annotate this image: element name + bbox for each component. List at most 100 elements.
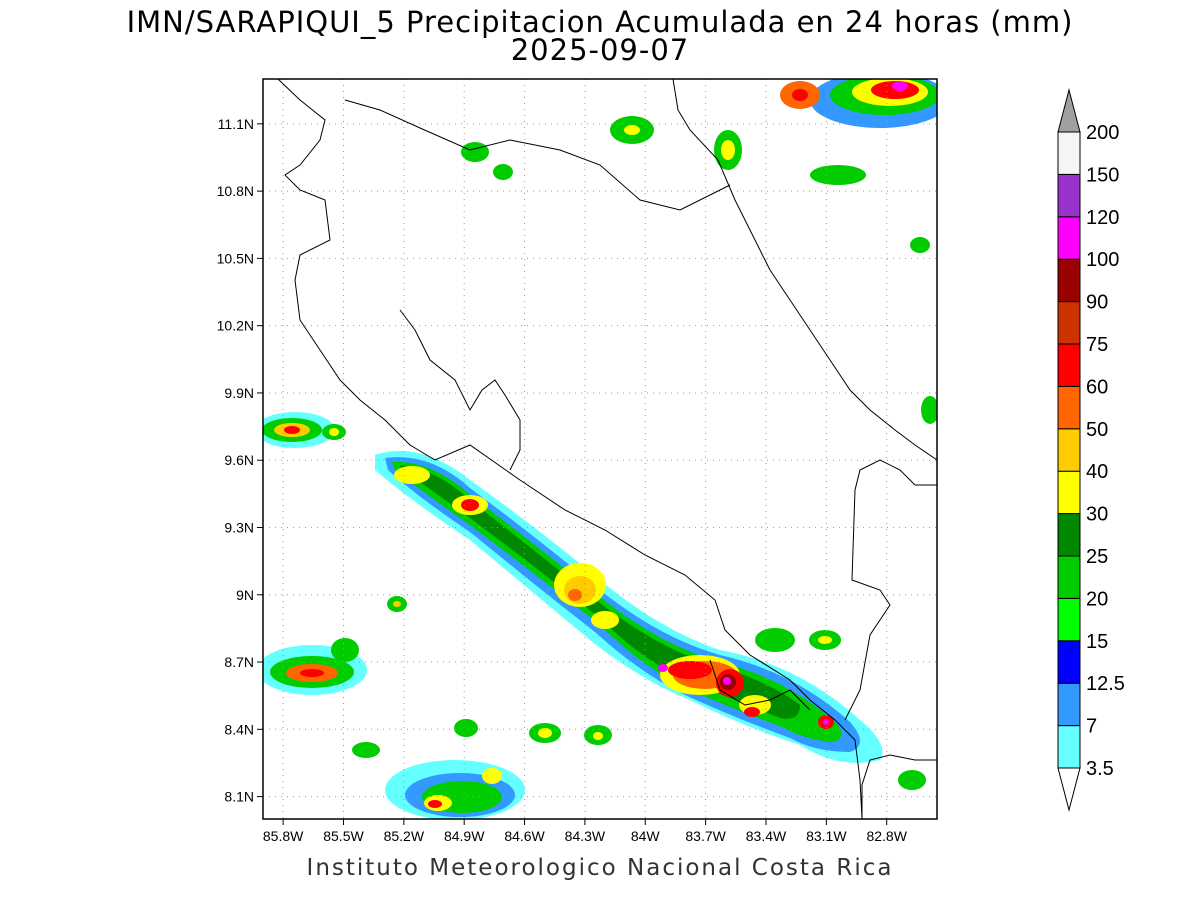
map-title: IMN/SARAPIQUI_5 Precipitacion Acumulada … (126, 5, 1074, 39)
precip-cell (755, 628, 795, 652)
colorbar-label: 120 (1086, 207, 1119, 229)
colorbar-swatch (1057, 597, 1081, 642)
latitude-axis: 11.1N 10.8N 10.5N 10.2N 9.9N 9.6N 9.3N 9N 8.7N 8.… (217, 116, 263, 805)
panama-border (844, 459, 937, 721)
precip-core-red (668, 661, 712, 679)
lat-tick-label: 8.7N (224, 654, 254, 670)
precip-cell (818, 636, 832, 644)
map-frame (262, 78, 938, 820)
lon-tick-label: 83.4W (746, 828, 787, 844)
lon-tick-label: 83.1W (806, 828, 847, 844)
precip-core-red (744, 707, 760, 717)
precip-band-darkgreen (400, 465, 800, 719)
colorbar-label: 25 (1086, 546, 1108, 568)
colorbar-extend-high (1057, 88, 1081, 133)
lon-tick-label: 83.7W (685, 828, 726, 844)
colorbar-extend-low (1057, 767, 1081, 812)
precip-cell (921, 396, 937, 424)
lat-tick-label: 9N (236, 587, 254, 603)
precip-core-orange (564, 576, 596, 604)
precip-cell (538, 728, 552, 738)
colorbar-swatch (1057, 640, 1081, 684)
precip-cell (792, 89, 808, 101)
precip-cell (892, 81, 908, 91)
nicoya-gulf-coast (399, 309, 521, 471)
coastlines (277, 79, 937, 819)
colorbar-swatch (1057, 131, 1081, 175)
colorbar-label: 90 (1086, 292, 1108, 314)
lon-tick-label: 85.5W (323, 828, 364, 844)
precip-cell (910, 237, 930, 253)
precip-cell (300, 669, 324, 677)
lon-tick-label: 85.2W (384, 828, 425, 844)
lon-tick-label: 82.8W (866, 828, 907, 844)
lat-tick-label: 10.8N (217, 183, 254, 199)
precip-cell (493, 164, 513, 180)
colorbar: 3.5 7 12.5 15 20 25 30 40 50 60 75 90 100 120 150 200 (1057, 88, 1125, 812)
precip-cell (454, 719, 478, 737)
footer-credit: Instituto Meteorologico Nacional Costa R… (306, 855, 894, 881)
nicaragua-border (344, 99, 731, 211)
colorbar-label: 40 (1086, 461, 1108, 483)
colorbar-swatch (1057, 682, 1081, 727)
lat-tick-label: 11.1N (218, 116, 254, 132)
bocas-coast (861, 754, 937, 819)
lat-tick-label: 10.2N (217, 318, 254, 334)
lon-tick-label: 84.6W (504, 828, 545, 844)
lat-tick-label: 9.9N (224, 385, 254, 401)
colorbar-label: 30 (1086, 504, 1108, 526)
lat-tick-label: 8.1N (224, 789, 254, 805)
colorbar-label: 12.5 (1086, 673, 1125, 695)
colorbar-swatch (1057, 173, 1081, 218)
precip-cell (329, 428, 339, 436)
precip-core-yellow (591, 611, 619, 629)
lat-tick-label: 8.4N (224, 721, 254, 737)
lat-tick-label: 9.6N (224, 452, 254, 468)
precip-cell (624, 125, 640, 135)
precip-cell (810, 165, 866, 185)
caribbean-coastline (672, 79, 937, 461)
colorbar-label: 200 (1086, 122, 1119, 144)
precip-core-red (461, 499, 479, 511)
precip-core-magenta (723, 677, 731, 685)
precip-cell (352, 742, 380, 758)
precip-cell (331, 638, 359, 662)
colorbar-label: 7 (1086, 716, 1097, 738)
lon-tick-label: 85.8W (263, 828, 304, 844)
colorbar-swatch (1057, 385, 1081, 430)
colorbar-swatch (1057, 470, 1081, 515)
precip-cell (593, 732, 603, 740)
colorbar-label: 20 (1086, 588, 1108, 610)
colorbar-swatch (1057, 428, 1081, 472)
colorbar-swatch (1057, 513, 1081, 557)
lon-tick-label: 84.9W (444, 828, 485, 844)
longitude-axis: 85.8W 85.5W 85.2W 84.9W 84.6W 84.3W 84W 83.7W 83… (263, 819, 908, 844)
precip-core-yellow (394, 466, 430, 484)
colorbar-label: 3.5 (1086, 758, 1114, 780)
colorbar-label: 100 (1086, 249, 1119, 271)
lon-tick-label: 84W (631, 828, 661, 844)
colorbar-swatch (1057, 555, 1081, 599)
colorbar-label: 150 (1086, 164, 1119, 186)
colorbar-swatch (1057, 301, 1081, 345)
pacific-coastline (277, 79, 863, 819)
colorbar-swatch (1057, 343, 1081, 387)
precip-cell (393, 601, 401, 607)
lon-tick-label: 84.3W (565, 828, 606, 844)
colorbar-label: 75 (1086, 334, 1108, 356)
colorbar-swatch (1057, 258, 1081, 303)
map-date: 2025-09-07 (510, 33, 690, 67)
lat-tick-label: 10.5N (217, 250, 254, 266)
precip-cell (721, 140, 735, 160)
colorbar-swatch (1057, 216, 1081, 260)
precip-cell (428, 800, 442, 808)
precip-field (263, 79, 937, 819)
lat-tick-label: 9.3N (224, 519, 254, 535)
colorbar-swatch (1057, 725, 1081, 769)
osa-peninsula (709, 659, 811, 711)
precip-cell (284, 426, 300, 434)
colorbar-label: 15 (1086, 631, 1108, 653)
colorbar-label: 60 (1086, 376, 1108, 398)
precip-cell (898, 770, 926, 790)
